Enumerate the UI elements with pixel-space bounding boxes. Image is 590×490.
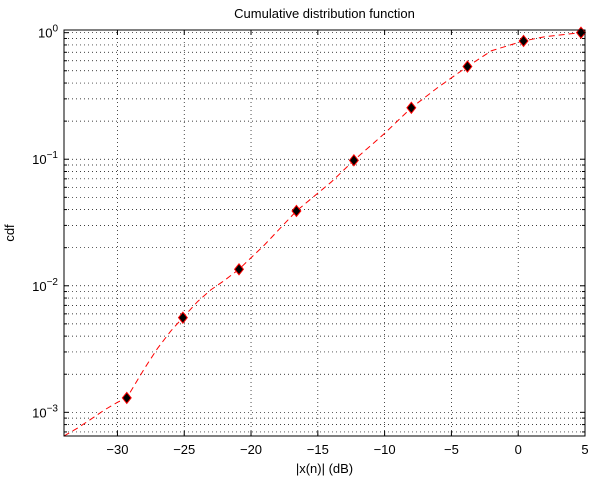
chart-title: Cumulative distribution function — [234, 6, 415, 21]
y-tick-label: 10−3 — [32, 403, 58, 420]
data-marker-diamond — [177, 311, 188, 324]
data-marker-diamond — [233, 262, 245, 276]
y-tick-label: 10−2 — [32, 277, 58, 294]
data-marker-diamond — [462, 60, 473, 73]
x-axis-label: |x(n)| (dB) — [296, 461, 353, 476]
x-tick-label: −20 — [240, 442, 262, 457]
x-tick-label: 0 — [515, 442, 522, 457]
grid-layer — [64, 30, 585, 436]
x-tick-label: −30 — [106, 442, 128, 457]
x-tick-label: −5 — [444, 442, 459, 457]
x-tick-label: 5 — [581, 442, 588, 457]
y-axis-label: cdf — [2, 224, 17, 242]
y-tick-label: 10−1 — [32, 150, 58, 167]
data-marker-diamond — [518, 34, 529, 48]
x-tick-label: −10 — [374, 442, 396, 457]
x-tick-label: −25 — [173, 442, 195, 457]
data-marker-diamond — [291, 204, 302, 218]
data-marker-diamond — [406, 101, 417, 115]
x-tick-label: −15 — [307, 442, 329, 457]
plot-frame — [63, 29, 586, 437]
y-tick-label: 100 — [38, 24, 58, 41]
data-marker-diamond — [348, 154, 359, 167]
cdf-dashed-line — [63, 32, 582, 437]
tick-layer — [64, 30, 586, 436]
data-marker-diamond — [121, 391, 132, 405]
label-layer: −30 −25 −20 −15 −10 −5 0 5 10−3 10−2 10−1 100 — [32, 24, 588, 457]
